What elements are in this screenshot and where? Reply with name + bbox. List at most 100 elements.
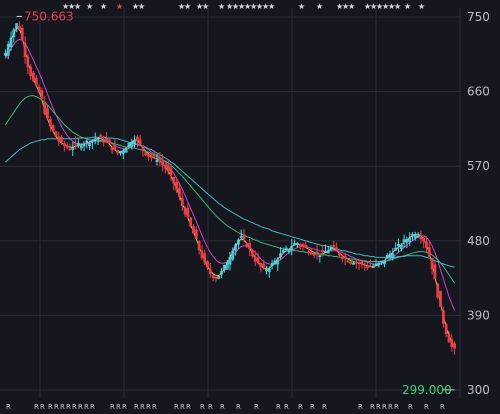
event-star-marker[interactable]: ★ [404,2,411,11]
event-star-marker[interactable]: ★ [376,2,383,11]
event-r-marker[interactable]: R [254,403,259,411]
event-r-marker[interactable]: R [48,403,53,411]
event-r-marker[interactable]: R [40,403,45,411]
event-star-marker[interactable]: ★ [256,2,263,11]
candle [349,261,353,265]
event-star-marker[interactable]: ★ [388,2,395,11]
event-star-marker[interactable]: ★ [86,2,93,11]
event-r-marker[interactable]: R [186,403,191,411]
event-star-marker[interactable]: ★ [382,2,389,11]
event-star-marker[interactable]: ★ [250,2,257,11]
candle-body [43,102,47,114]
event-star-marker[interactable]: ★ [62,2,69,11]
event-r-marker[interactable]: R [140,403,145,411]
event-r-marker[interactable]: R [122,403,127,411]
event-star-marker[interactable]: ★ [394,2,401,11]
event-star-marker[interactable]: ★ [202,2,209,11]
event-r-marker[interactable]: R [110,403,115,411]
candle-body [413,234,417,239]
event-r-marker[interactable]: R [60,403,65,411]
event-r-marker[interactable]: R [284,403,289,411]
candle-body [453,343,456,349]
event-r-marker[interactable]: R [424,403,429,411]
event-r-marker[interactable]: R [298,403,303,411]
event-star-marker[interactable]: ★ [100,2,107,11]
event-r-marker[interactable]: R [84,403,89,411]
event-r-marker[interactable]: R [408,403,413,411]
event-star-marker[interactable]: ★ [316,2,323,11]
event-star-marker[interactable]: ★ [244,2,251,11]
event-r-marker[interactable]: R [394,403,399,411]
candle [15,23,19,33]
event-star-marker[interactable]: ★ [196,2,203,11]
event-r-marker[interactable]: R [200,403,205,411]
event-r-marker[interactable]: R [116,403,121,411]
event-star-marker[interactable]: ★ [238,2,245,11]
event-r-marker[interactable]: R [146,403,151,411]
event-star-marker[interactable]: ★ [418,2,425,11]
event-star-marker[interactable]: ★ [298,2,305,11]
candle-body [82,143,86,147]
event-r-marker[interactable]: R [134,403,139,411]
event-r-marker[interactable]: R [382,403,387,411]
candle [357,258,361,271]
candle [43,95,47,116]
candle-body [368,265,372,268]
event-star-marker[interactable]: ★ [336,2,343,11]
event-r-marker[interactable]: R [90,403,95,411]
event-r-marker[interactable]: R [276,403,281,411]
event-r-marker[interactable]: R [78,403,83,411]
candle-body [93,138,97,141]
event-star-marker[interactable]: ★ [268,2,275,11]
event-star-marker[interactable]: ★ [132,2,139,11]
event-r-marker[interactable]: R [220,403,225,411]
event-star-marker[interactable]: ★ [232,2,239,11]
event-star-marker[interactable]: ★ [364,2,371,11]
event-star-marker[interactable]: ★ [348,2,355,11]
candle-body [430,257,434,270]
candle-body [354,261,358,264]
candle [402,234,406,248]
event-r-marker[interactable]: R [72,403,77,411]
event-star-marker[interactable]: ★ [370,2,377,11]
candle-body [48,118,52,127]
candle [419,230,423,244]
event-r-marker[interactable]: R [54,403,59,411]
candle-body [391,253,395,258]
candle-body [175,181,179,191]
event-r-marker[interactable]: R [310,403,315,411]
candle-body [96,137,100,140]
candle-body [450,339,454,348]
event-r-marker[interactable]: R [236,403,241,411]
event-star-marker[interactable]: ★ [138,2,145,11]
event-r-marker[interactable]: R [376,403,381,411]
event-star-marker[interactable]: ★ [342,2,349,11]
candle-body [326,250,330,254]
event-star-marker[interactable]: ★ [184,2,191,11]
event-star-marker[interactable]: ★ [116,2,123,11]
event-r-marker[interactable]: R [208,403,213,411]
event-star-marker[interactable]: ★ [74,2,81,11]
candle-body [164,164,167,169]
event-r-marker[interactable]: R [370,403,375,411]
event-r-marker[interactable]: R [152,403,157,411]
event-star-marker[interactable]: ★ [68,2,75,11]
event-star-marker[interactable]: ★ [226,2,233,11]
event-r-marker[interactable]: R [6,403,11,411]
candle [48,116,52,132]
candle-body [85,140,89,143]
event-r-marker[interactable]: R [66,403,71,411]
event-r-marker[interactable]: R [180,403,185,411]
event-star-marker[interactable]: ★ [178,2,185,11]
candle [46,105,49,120]
event-r-marker[interactable]: R [388,403,393,411]
event-star-marker[interactable]: ★ [262,2,269,11]
event-r-marker[interactable]: R [322,403,327,411]
candle-body [318,255,322,258]
event-star-marker[interactable]: ★ [218,2,225,11]
event-r-marker[interactable]: R [34,403,39,411]
event-r-marker[interactable]: R [174,403,179,411]
event-r-marker[interactable]: R [358,403,363,411]
candle-body [65,145,69,148]
event-r-marker[interactable]: R [440,403,445,411]
